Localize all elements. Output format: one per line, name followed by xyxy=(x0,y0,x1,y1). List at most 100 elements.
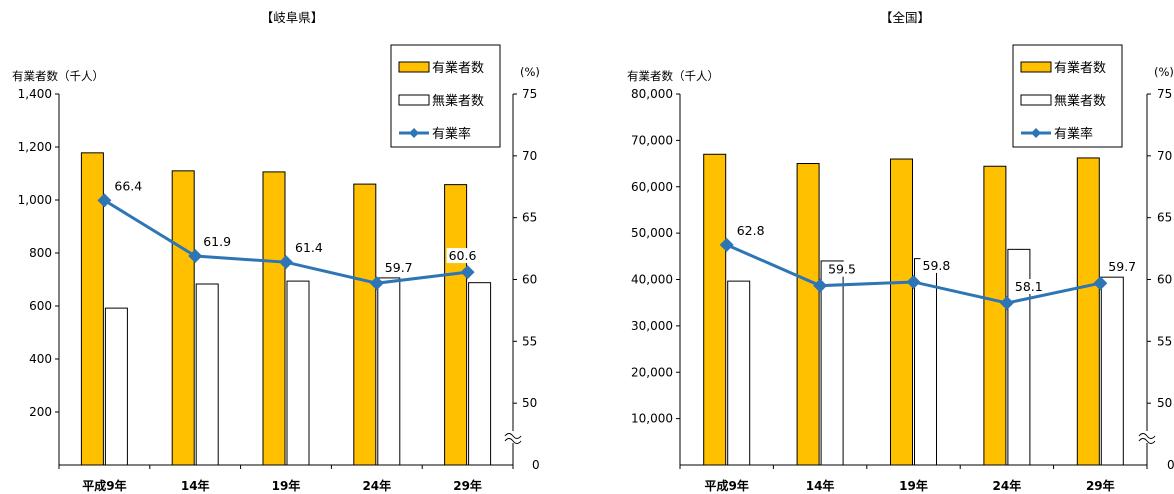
y-tick-label: 60,000 xyxy=(631,180,673,194)
y-axis-label: 有業者数（千人） xyxy=(12,69,104,83)
bar-unemployed xyxy=(286,280,310,466)
bar-employed xyxy=(796,163,820,466)
bar-unemployed xyxy=(468,282,492,466)
axis-break-mark xyxy=(1138,433,1156,439)
y2-tick-label: 75 xyxy=(522,87,537,101)
y2-tick-label: 0 xyxy=(532,458,540,472)
data-label: 60.6 xyxy=(449,248,477,263)
line-point xyxy=(1093,276,1108,291)
y2-tick-label: 50 xyxy=(522,396,537,410)
y2-tick-label: 0 xyxy=(1167,458,1174,472)
bar-unemployed xyxy=(727,280,751,466)
data-label: 59.8 xyxy=(923,258,951,273)
bar-unemployed xyxy=(377,277,401,466)
legend-swatch xyxy=(398,94,430,106)
legend-label: 有業者数 xyxy=(1054,60,1106,76)
bar-unemployed xyxy=(914,258,937,466)
y2-tick-label: 65 xyxy=(522,211,537,225)
y2-tick-label: 60 xyxy=(522,273,537,287)
y-axis-label: 有業者数（千人） xyxy=(627,69,719,83)
national-chart: 【全国】有業者数（千人） (%) 10,000 20,000 30,000 40,000 5… xyxy=(627,10,1174,493)
gifu-chart: 【岐阜県】有業者数（千人） (%)2004006008001,0001,2001,… xyxy=(12,10,540,493)
line-point xyxy=(369,276,384,291)
data-label: 66.4 xyxy=(114,178,142,193)
legend-marker xyxy=(409,128,419,138)
x-tick-label: 24年 xyxy=(993,478,1022,493)
y2-tick-label: 55 xyxy=(1157,334,1172,348)
data-label-bg xyxy=(1012,278,1043,294)
y2-tick-label: 65 xyxy=(1157,211,1172,225)
data-label-bg xyxy=(1106,259,1137,275)
chart-title: 【全国】 xyxy=(880,10,930,25)
y-tick-label: 200 xyxy=(29,405,52,419)
bar-employed xyxy=(890,158,913,466)
axis-break-mark xyxy=(504,438,522,444)
y2-tick-label: 60 xyxy=(1157,273,1172,287)
y-tick-label: 40,000 xyxy=(631,273,673,287)
data-label: 59.7 xyxy=(385,260,413,275)
data-label-bg xyxy=(734,222,765,238)
bar-employed xyxy=(983,165,1007,466)
y-tick-label: 1,000 xyxy=(18,193,52,207)
line-point xyxy=(279,255,293,270)
bar-employed xyxy=(444,184,468,466)
legend-label: 有業率 xyxy=(432,126,471,142)
x-tick-label: 14年 xyxy=(806,478,835,493)
bar-unemployed xyxy=(195,283,219,466)
y-tick-label: 600 xyxy=(29,299,52,313)
legend-label: 有業率 xyxy=(1054,126,1093,142)
y2-tick-label: 50 xyxy=(1157,396,1172,410)
bar-unemployed xyxy=(820,260,844,466)
y-tick-label: 400 xyxy=(29,352,52,366)
legend-label: 無業者数 xyxy=(432,93,484,109)
data-label-bg xyxy=(201,234,232,250)
legend-swatch xyxy=(398,61,430,73)
y-tick-label: 50,000 xyxy=(631,226,673,240)
data-label: 62.8 xyxy=(737,223,765,238)
y-tick-label: 800 xyxy=(29,246,52,260)
bar-unemployed xyxy=(1100,276,1124,466)
bar-unemployed xyxy=(104,307,128,466)
data-label-bg xyxy=(293,240,323,256)
y-tick-label: 70,000 xyxy=(631,133,673,147)
data-label-bg xyxy=(920,257,951,273)
bar-employed xyxy=(171,170,195,466)
y-tick-label: 80,000 xyxy=(631,87,673,101)
x-tick-label: 29年 xyxy=(453,478,482,493)
data-label-bg xyxy=(382,260,413,276)
line-point xyxy=(999,295,1014,310)
line-employment-rate xyxy=(726,243,1101,305)
bar-employed xyxy=(703,153,727,466)
x-tick-label: 平成9年 xyxy=(82,478,126,493)
y2-tick-label: 70 xyxy=(1157,149,1172,163)
y-tick-label: 1,400 xyxy=(18,87,52,101)
legend-label: 無業者数 xyxy=(1054,93,1106,109)
line-point xyxy=(188,249,203,264)
data-label-bg xyxy=(446,248,477,264)
data-label: 61.4 xyxy=(295,240,323,255)
x-tick-label: 19年 xyxy=(272,478,301,493)
x-tick-label: 14年 xyxy=(181,478,210,493)
legend-swatch xyxy=(1020,94,1052,106)
x-tick-label: 平成9年 xyxy=(705,478,749,493)
y-tick-label: 30,000 xyxy=(631,319,673,333)
legend-marker xyxy=(1031,128,1041,138)
line-point xyxy=(97,193,112,208)
line-point xyxy=(813,278,828,293)
axis-break-mark xyxy=(1138,438,1156,444)
line-point xyxy=(906,274,921,289)
y2-axis-label: (%) xyxy=(520,65,540,79)
line-point xyxy=(719,237,734,252)
line-employment-rate xyxy=(103,199,468,285)
y-tick-label: 20,000 xyxy=(631,365,673,379)
line-point xyxy=(460,265,475,280)
data-label: 59.7 xyxy=(1108,259,1136,274)
bar-employed xyxy=(80,152,104,466)
chart-title: 【岐阜県】 xyxy=(261,10,324,25)
data-label-bg xyxy=(112,178,143,194)
y-tick-label: 1,200 xyxy=(18,140,52,154)
data-label: 59.5 xyxy=(828,262,856,277)
axis-break-mark xyxy=(504,433,522,439)
y2-tick-label: 75 xyxy=(1157,87,1172,101)
y2-axis-label: (%) xyxy=(1154,65,1174,79)
